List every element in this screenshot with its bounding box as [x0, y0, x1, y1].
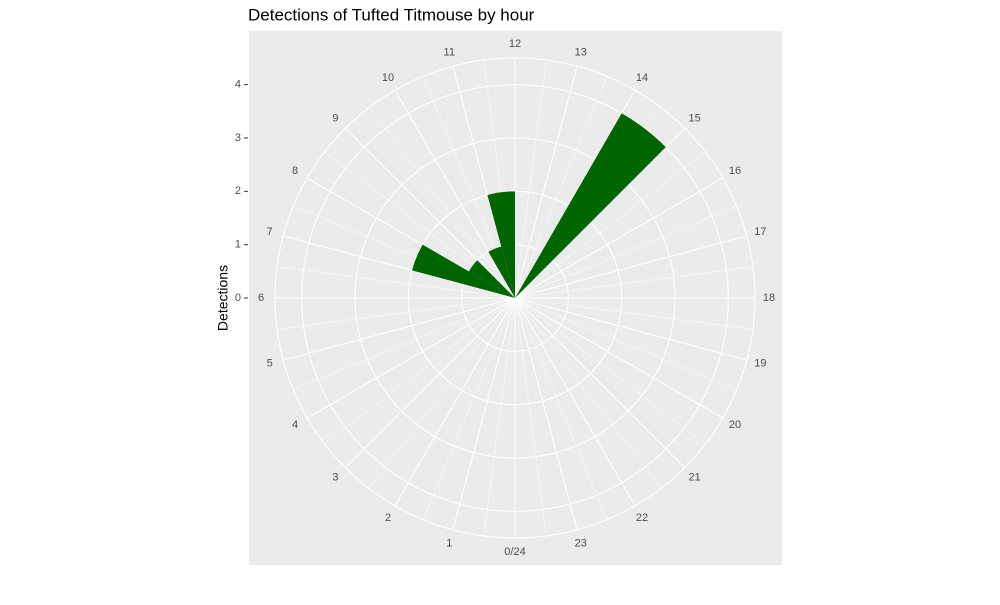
x-tick-label: 13	[575, 47, 587, 59]
minor-grid-line	[277, 266, 516, 299]
x-tick-label: 8	[292, 165, 298, 177]
x-tick-label: 18	[763, 292, 775, 304]
x-tick-label: 1	[446, 537, 452, 549]
grid-line	[514, 89, 636, 299]
x-tick-label: 22	[636, 512, 648, 524]
grid-line	[514, 297, 747, 361]
bar	[515, 113, 666, 298]
bar	[488, 246, 515, 298]
minor-grid-line	[324, 297, 516, 445]
x-tick-label: 21	[688, 472, 700, 484]
minor-grid-line	[514, 297, 737, 391]
minor-grid-line	[514, 151, 706, 299]
x-tick-label: 23	[575, 537, 587, 549]
minor-grid-line	[422, 297, 516, 520]
grid-line	[514, 297, 724, 419]
x-tick-label: 12	[509, 38, 521, 50]
grid-line	[283, 297, 516, 361]
y-tick-label: 4	[235, 79, 241, 91]
x-tick-label: 11	[444, 47, 455, 59]
grid-line	[394, 297, 516, 507]
grid-line	[514, 177, 724, 299]
x-tick-label: 2	[385, 512, 391, 524]
bar	[468, 260, 515, 298]
minor-grid-line	[293, 297, 516, 391]
minor-grid-line	[514, 60, 547, 299]
minor-grid-line	[514, 297, 753, 330]
x-tick-label: 15	[688, 112, 700, 124]
minor-grid-line	[514, 76, 608, 299]
grid-line	[306, 297, 516, 419]
x-tick-label: 5	[267, 358, 273, 370]
y-tick-label: 1	[235, 239, 241, 251]
y-tick-label: 0	[235, 292, 241, 304]
grid-line	[514, 235, 747, 299]
minor-grid-line	[514, 297, 547, 536]
x-tick-label: 10	[382, 72, 394, 84]
minor-grid-line	[514, 297, 662, 489]
minor-grid-line	[483, 297, 516, 536]
grid-line	[514, 297, 578, 530]
chart-title: Detections of Tufted Titmouse by hour	[248, 5, 535, 24]
minor-grid-line	[277, 297, 516, 330]
bar	[487, 191, 515, 298]
y-tick-label: 2	[235, 185, 241, 197]
grid-line	[514, 297, 686, 469]
bar	[411, 244, 515, 298]
x-tick-label: 4	[292, 419, 298, 431]
x-tick-label: 6	[258, 292, 264, 304]
minor-grid-line	[514, 297, 706, 445]
y-tick-label: 3	[235, 132, 241, 144]
x-tick-label: 14	[636, 72, 648, 84]
grid-line	[514, 66, 578, 299]
x-tick-label: 3	[332, 472, 338, 484]
x-tick-label: 0/24	[504, 546, 525, 558]
x-tick-label: 16	[729, 165, 741, 177]
minor-grid-line	[514, 297, 608, 520]
x-tick-label: 7	[267, 226, 273, 238]
x-tick-label: 17	[754, 226, 766, 238]
minor-grid-line	[514, 266, 753, 299]
grid-line	[452, 297, 516, 530]
minor-grid-line	[368, 297, 516, 489]
grid-line	[344, 297, 516, 469]
x-tick-label: 20	[729, 419, 741, 431]
x-tick-label: 19	[754, 358, 766, 370]
y-axis-label: Detections	[215, 265, 231, 331]
minor-grid-line	[368, 107, 516, 299]
grid-line	[514, 297, 636, 507]
grid-line	[283, 235, 516, 299]
x-tick-label: 9	[332, 112, 338, 124]
minor-grid-line	[514, 205, 737, 299]
grid-line	[394, 89, 516, 299]
